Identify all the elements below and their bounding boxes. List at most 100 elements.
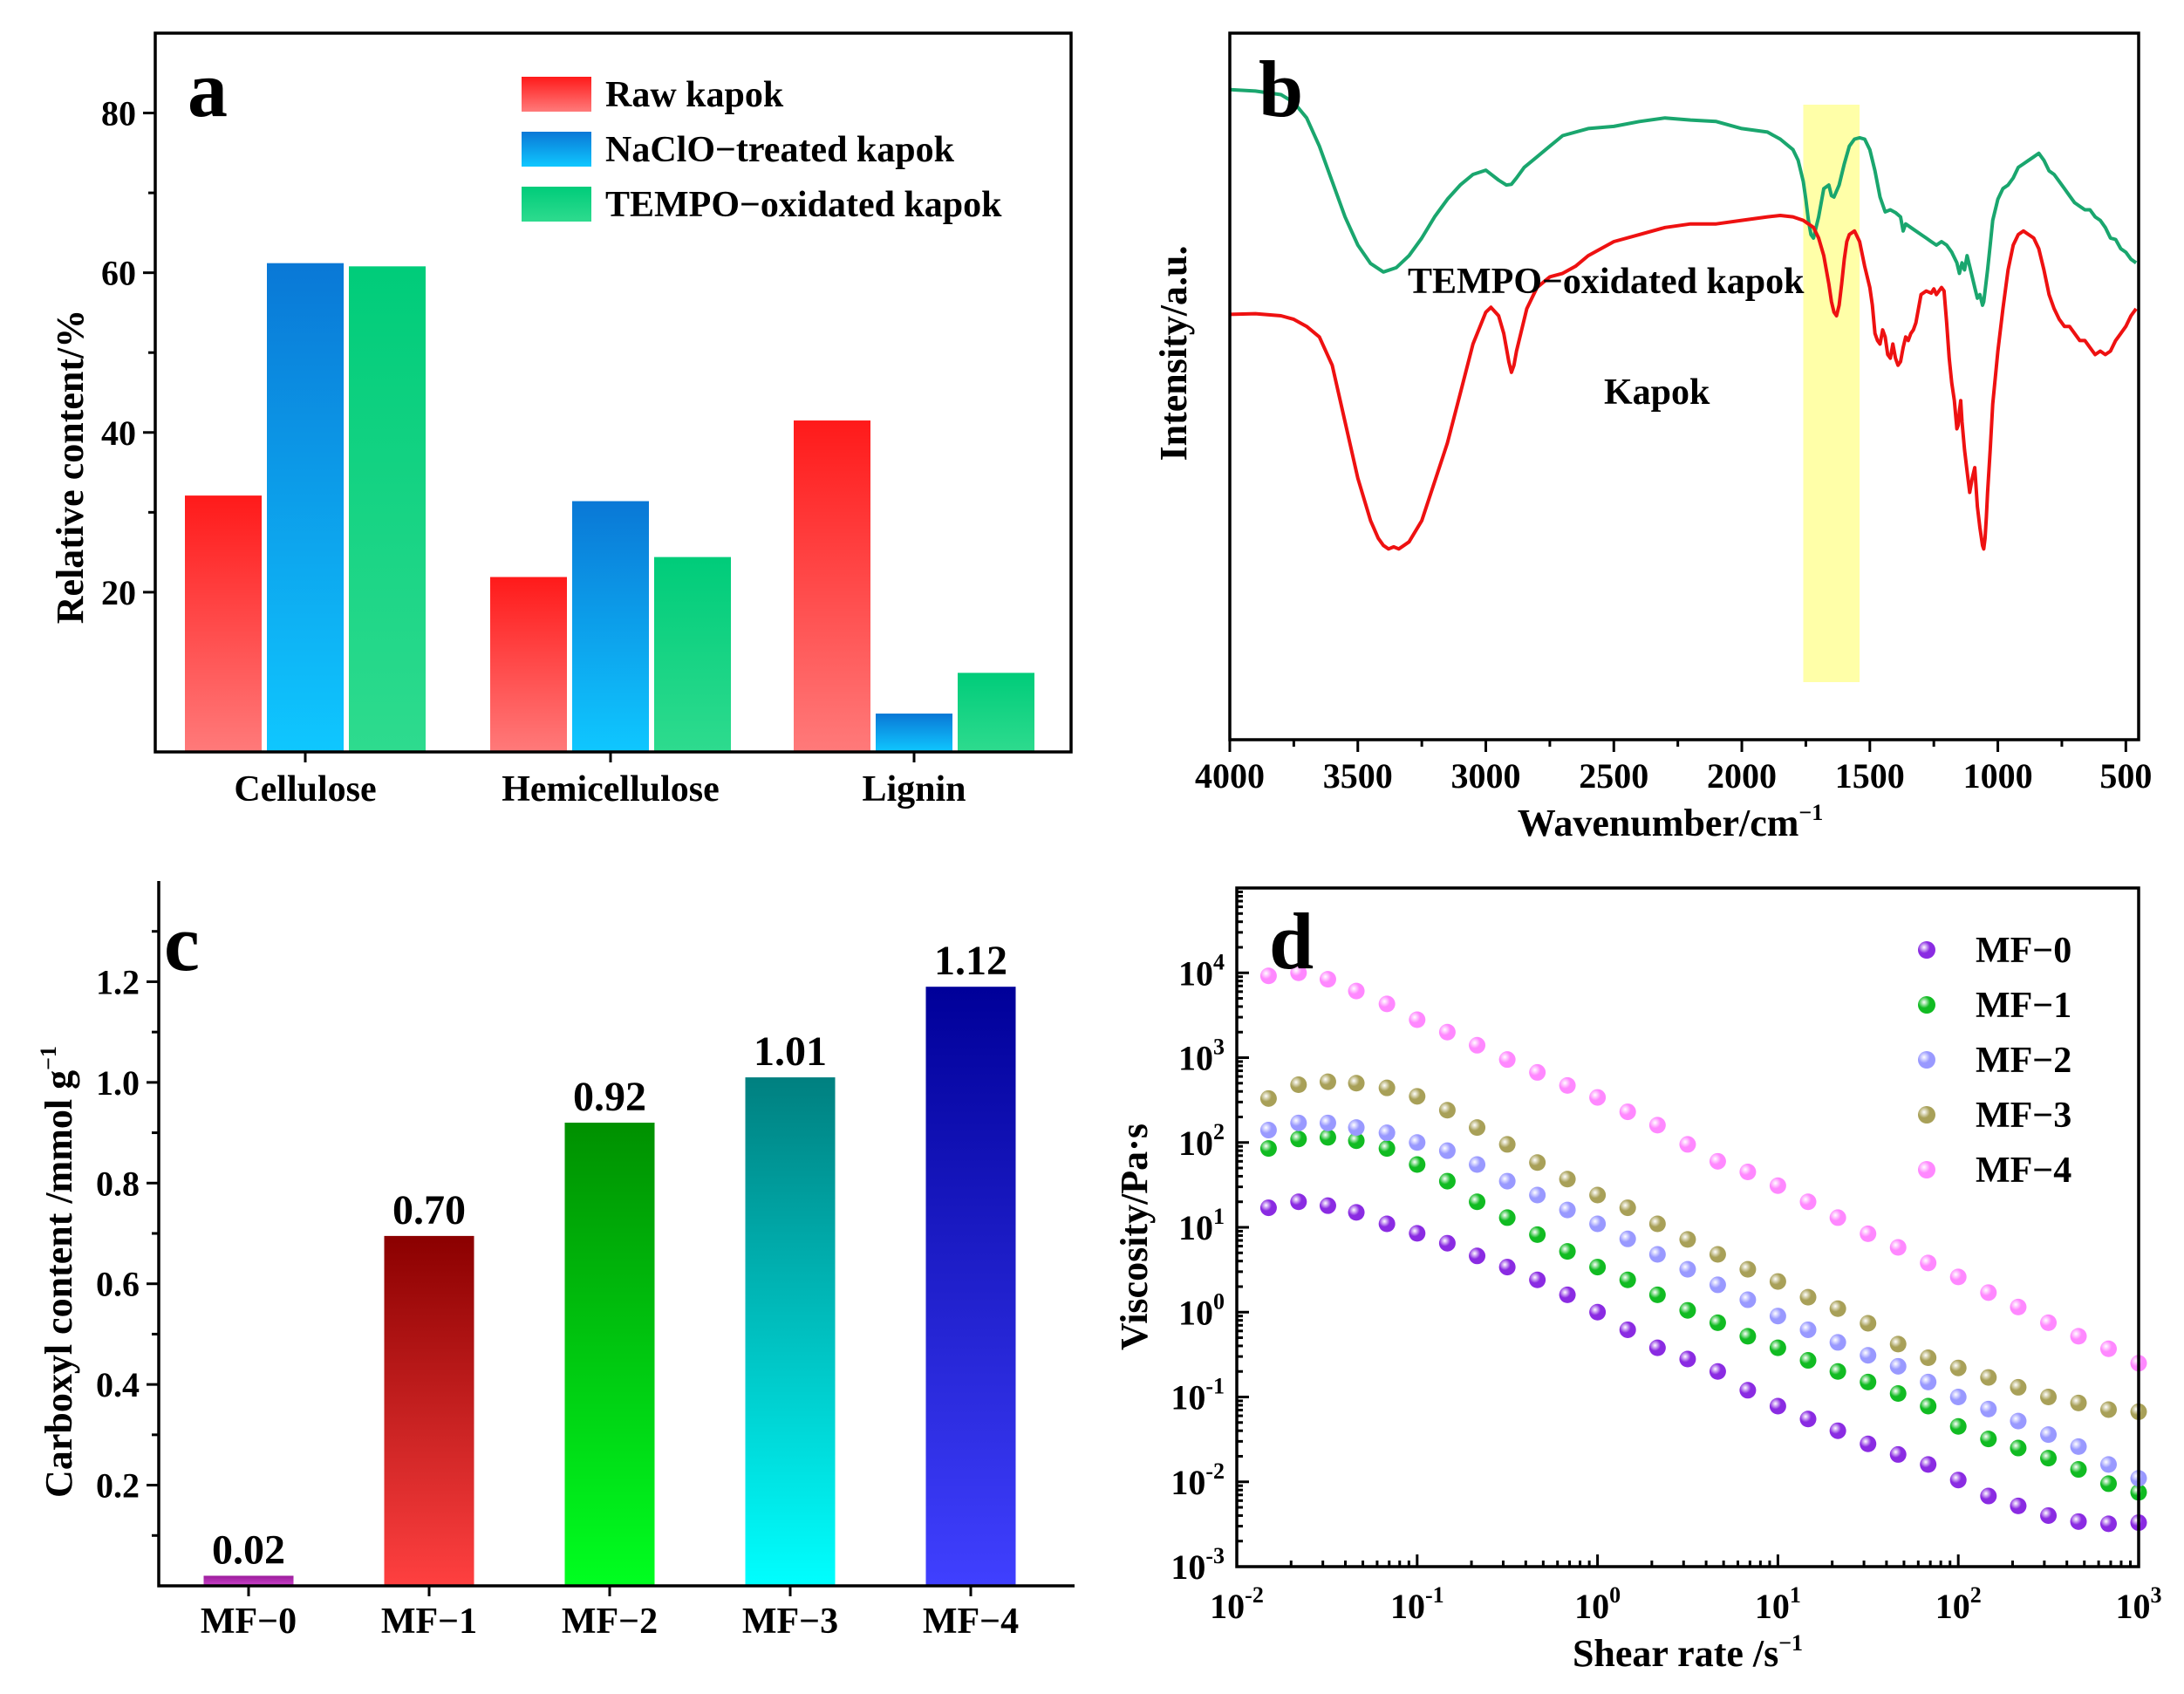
spectrum-line-kapok [1229, 214, 2138, 551]
point-mf4 [1679, 1136, 1696, 1153]
y-tick-label-80: 80 [101, 94, 136, 133]
y-tick-label-exp: 3 [1213, 1035, 1225, 1060]
x-tick-label-0: MF−0 [201, 1602, 297, 1642]
point-mf2 [1679, 1260, 1696, 1278]
point-mf3 [1409, 1088, 1426, 1105]
y-tick-label-exp: 0 [1213, 1288, 1225, 1314]
point-mf2 [1498, 1172, 1516, 1190]
point-mf1 [1679, 1301, 1696, 1319]
point-mf4 [1290, 964, 1307, 981]
x-tick-label-2000: 2000 [1707, 756, 1777, 796]
point-mf1 [1438, 1172, 1456, 1190]
point-mf0 [1589, 1303, 1607, 1321]
panel-a-plot-frame [154, 31, 1073, 754]
x-tick-label-3000: 3000 [1451, 756, 1521, 796]
x-tick-label-exp: -1 [1425, 1582, 1444, 1608]
point-mf1 [1829, 1363, 1846, 1380]
bar-mf0 [203, 1575, 294, 1586]
point-mf0 [2099, 1515, 2117, 1533]
point-mf1 [1290, 1130, 1307, 1148]
point-mf4 [2010, 1298, 2027, 1315]
point-mf2 [1259, 1122, 1277, 1139]
bar-cellulose-series-2 [349, 266, 426, 752]
point-mf2 [1829, 1334, 1846, 1351]
point-mf1 [2040, 1450, 2058, 1467]
y-tick-label-2: 10-1 [1170, 1374, 1225, 1417]
point-mf0 [1259, 1199, 1277, 1217]
point-mf4 [1949, 1268, 1967, 1286]
point-mf4 [1860, 1225, 1877, 1242]
point-mf0 [1829, 1422, 1846, 1439]
y-tick-label-base: 10 [1170, 1378, 1205, 1417]
x-tick-label-2: MF−2 [562, 1602, 658, 1642]
panel-c-bar-chart: Carboxyl content /mmol g−1 0.02 MF−0 0.70 M… [36, 881, 1075, 1642]
data-label-3: 1.01 [754, 1028, 827, 1075]
point-mf3 [1559, 1171, 1576, 1188]
y-tick-label-0: 10-3 [1170, 1543, 1225, 1587]
point-mf0 [1739, 1382, 1757, 1399]
bar-lignin-series-1 [876, 714, 952, 752]
panel-b-x-axis-label: Wavenumber/cm−1 [1518, 800, 1823, 844]
y-tick-label-0.6: 0.6 [96, 1265, 140, 1304]
legend-marker-4 [1918, 1161, 1935, 1178]
x-tick-label-1000: 1000 [1963, 756, 2033, 796]
point-mf0 [1889, 1445, 1907, 1463]
point-mf1 [1980, 1431, 1997, 1448]
y-tick-label-40: 40 [101, 413, 136, 453]
point-mf2 [1469, 1156, 1486, 1173]
bar-mf3 [745, 1077, 836, 1586]
data-label-1: 0.70 [392, 1187, 466, 1233]
y-tick-label-exp: -1 [1205, 1374, 1225, 1399]
point-mf3 [1529, 1154, 1546, 1171]
point-mf4 [1469, 1036, 1486, 1054]
panel-b-letter: b [1259, 44, 1303, 133]
point-mf3 [1920, 1349, 1937, 1367]
point-mf4 [1709, 1152, 1726, 1170]
point-mf1 [1589, 1259, 1607, 1276]
spectrum-line-tempo [1229, 87, 2138, 307]
point-mf4 [1739, 1163, 1757, 1180]
point-mf3 [1739, 1260, 1757, 1278]
point-mf1 [2099, 1475, 2117, 1492]
x-tick-label-5: 103 [2116, 1582, 2162, 1626]
panel-a-bar-chart: Relative content/% Cellulose Hemicellulos… [49, 31, 1073, 809]
point-mf0 [2070, 1513, 2087, 1530]
y-tick-label-base: 10 [1178, 1293, 1213, 1332]
point-mf4 [1259, 967, 1277, 985]
point-mf1 [1739, 1328, 1757, 1345]
point-mf3 [1769, 1273, 1786, 1290]
point-mf3 [1949, 1359, 1967, 1376]
y-tick-label-60: 60 [101, 254, 136, 293]
y-tick-label-base: 10 [1170, 1547, 1205, 1587]
bar-mf4 [925, 987, 1016, 1586]
y-tick-label-exp: -3 [1205, 1543, 1225, 1568]
point-mf0 [1409, 1225, 1426, 1242]
panel-d-viscosity-scatter: Viscosity/Pa·s MF−0MF−1MF−2MF−3MF−410-2 1… [1113, 886, 2162, 1675]
point-mf0 [1438, 1234, 1456, 1252]
panel-d-x-axis-label-sup: −1 [1778, 1630, 1803, 1656]
point-mf1 [1949, 1417, 1967, 1435]
x-tick-label-1500: 1500 [1835, 756, 1905, 796]
panel-a-y-axis-label: Relative content/% [49, 310, 92, 624]
point-mf3 [1469, 1119, 1486, 1137]
point-mf3 [2010, 1378, 2027, 1396]
point-mf2 [1319, 1114, 1336, 1131]
x-tick-label-exp: -2 [1245, 1582, 1264, 1608]
point-mf3 [1319, 1073, 1336, 1090]
point-mf1 [1709, 1314, 1726, 1331]
point-mf2 [1529, 1186, 1546, 1204]
point-mf4 [1920, 1254, 1937, 1272]
y-tick-label-exp: 1 [1213, 1204, 1225, 1229]
point-mf4 [2099, 1340, 2117, 1357]
point-mf2 [1709, 1276, 1726, 1294]
point-mf3 [1709, 1246, 1726, 1263]
x-tick-label-cellulose: Cellulose [234, 769, 376, 809]
x-tick-label-500: 500 [2099, 756, 2152, 796]
y-tick-label-0.8: 0.8 [96, 1164, 140, 1203]
point-mf2 [1920, 1373, 1937, 1390]
point-mf4 [1619, 1103, 1636, 1121]
panel-d-x-axis-label-base: Shear rate /s [1573, 1632, 1778, 1675]
point-mf3 [1259, 1089, 1277, 1107]
legend-swatch-1 [522, 132, 591, 167]
point-mf2 [1889, 1357, 1907, 1375]
